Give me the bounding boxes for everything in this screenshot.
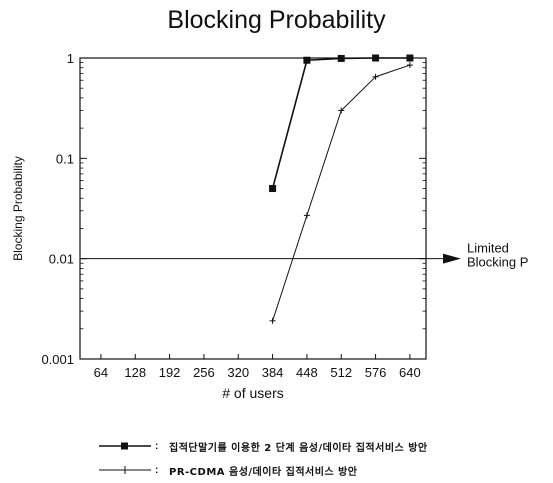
legend-swatch-square xyxy=(99,442,151,450)
plot-area-frame xyxy=(79,57,427,360)
legend-item-series-1: : 집적단말기를 이용한 2 단계 음성/데이타 집적서비스 방안 xyxy=(95,434,535,458)
x-tick-label: 192 xyxy=(159,365,181,380)
x-tick-label: 256 xyxy=(193,365,215,380)
x-tick-label: 576 xyxy=(365,365,387,380)
x-tick-label: 128 xyxy=(124,365,146,380)
legend-colon: : xyxy=(155,464,159,476)
x-axis-label: # of users xyxy=(222,385,283,401)
chart-title: Blocking Probability xyxy=(167,6,386,34)
y-axis-label: Blocking Probability xyxy=(11,156,25,261)
y-tick-label: 0.01 xyxy=(49,252,74,267)
reference-label-line2: Blocking P xyxy=(467,255,528,270)
series-1-point xyxy=(372,54,380,62)
x-axis: 64 128 192 256 320 384 448 512 576 640 xyxy=(94,354,421,380)
legend-swatch-plus xyxy=(99,466,151,474)
series-group xyxy=(269,54,414,324)
y-tick-label: 0.001 xyxy=(41,352,74,367)
x-tick-label: 512 xyxy=(330,365,352,380)
legend-label-series-1: 집적단말기를 이용한 2 단계 음성/데이타 집적서비스 방안 xyxy=(169,442,428,454)
series-2-point xyxy=(372,73,379,80)
series-line-1 xyxy=(271,57,410,189)
legend-label-series-2: PR-CDMA 음성/데이타 집적서비스 방안 xyxy=(169,466,358,478)
x-tick-label: 448 xyxy=(296,365,318,380)
x-tick-label: 384 xyxy=(262,365,284,380)
series-1-point xyxy=(337,54,345,62)
y-axis: 0.001 0.01 0.1 1 xyxy=(41,51,426,367)
series-2-point xyxy=(338,107,345,114)
y-tick-label: 0.1 xyxy=(56,151,74,166)
series-2-point xyxy=(303,212,310,219)
series-2-point xyxy=(269,317,276,324)
reference-arrow-head xyxy=(443,253,461,264)
series-2-point xyxy=(406,62,413,69)
series-1-point xyxy=(406,54,414,62)
legend: : 집적단말기를 이용한 2 단계 음성/데이타 집적서비스 방안 : PR-C… xyxy=(95,434,535,482)
legend-colon: : xyxy=(155,440,159,452)
reference-label-line1: Limited xyxy=(467,241,509,256)
series-1-point xyxy=(269,185,277,193)
legend-item-series-2: : PR-CDMA 음성/데이타 집적서비스 방안 xyxy=(95,458,535,482)
series-line-2 xyxy=(272,64,411,322)
series-1-point xyxy=(303,56,311,64)
x-tick-label: 640 xyxy=(399,365,421,380)
y-tick-label: 1 xyxy=(67,51,74,66)
x-tick-label: 320 xyxy=(227,365,249,380)
x-tick-label: 64 xyxy=(94,365,108,380)
